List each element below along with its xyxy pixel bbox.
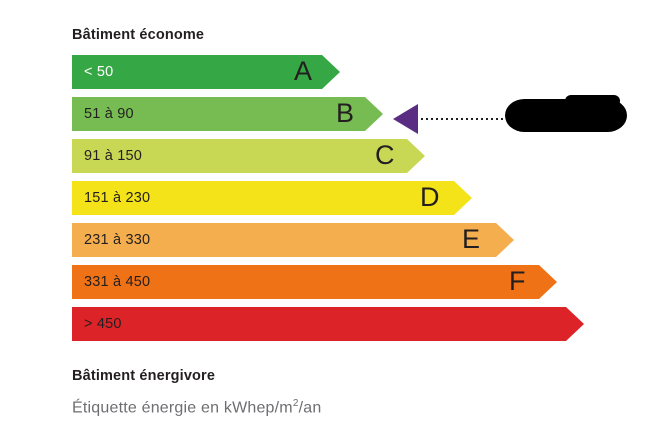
- energy-bar-f: 331 à 450 F: [72, 265, 557, 299]
- energy-bar-range-c: 91 à 150: [84, 148, 143, 164]
- energy-bar-letter-e: E: [462, 224, 481, 254]
- energy-bar-shape-d: [72, 181, 472, 215]
- energy-bar-shape-f: [72, 265, 557, 299]
- energy-bar-shape-e: [72, 223, 514, 257]
- energy-bar-letter-f: F: [509, 266, 526, 296]
- energy-bar-range-a: < 50: [84, 64, 114, 80]
- redacted-value-blob: [505, 95, 627, 132]
- energy-bar-range-b: 51 à 90: [84, 106, 134, 122]
- energy-bar-range-e: 231 à 330: [84, 232, 151, 248]
- rating-pointer-triangle-icon: [393, 104, 418, 134]
- energy-bar-shape-b: [72, 97, 383, 131]
- energy-bar-shape-a: [72, 55, 340, 89]
- energy-bar-a: < 50 A: [72, 55, 340, 89]
- rating-pointer-dotted-line: [421, 118, 507, 120]
- energy-bar-range-g: > 450: [84, 316, 122, 332]
- energy-bar-letter-b: B: [336, 98, 355, 128]
- energy-bar-shape-c: [72, 139, 425, 173]
- energy-bar-shape-g: [72, 307, 584, 341]
- caption-economical: Bâtiment économe: [72, 27, 205, 43]
- caption-energy-hungry: Bâtiment énergivore: [72, 368, 216, 384]
- energy-bar-d: 151 à 230 D: [72, 181, 472, 215]
- energy-bar-letter-a: A: [294, 56, 313, 86]
- energy-bar-c: 91 à 150 C: [72, 139, 425, 173]
- caption-unit-suffix: /an: [298, 399, 322, 417]
- energy-bar-range-d: 151 à 230: [84, 190, 151, 206]
- energy-bar-e: 231 à 330 E: [72, 223, 514, 257]
- caption-unit-prefix: Étiquette énergie en kWhep/m: [72, 399, 293, 417]
- energy-bar-range-f: 331 à 450: [84, 274, 151, 290]
- caption-unit: Étiquette énergie en kWhep/m2/an: [72, 398, 321, 417]
- caption-unit-exponent: 2: [292, 398, 299, 409]
- energy-bar-letter-c: C: [375, 140, 395, 170]
- energy-bar-letter-d: D: [420, 182, 440, 212]
- energy-bar-b: 51 à 90 B: [72, 97, 383, 131]
- energy-bar-g: > 450: [72, 307, 584, 341]
